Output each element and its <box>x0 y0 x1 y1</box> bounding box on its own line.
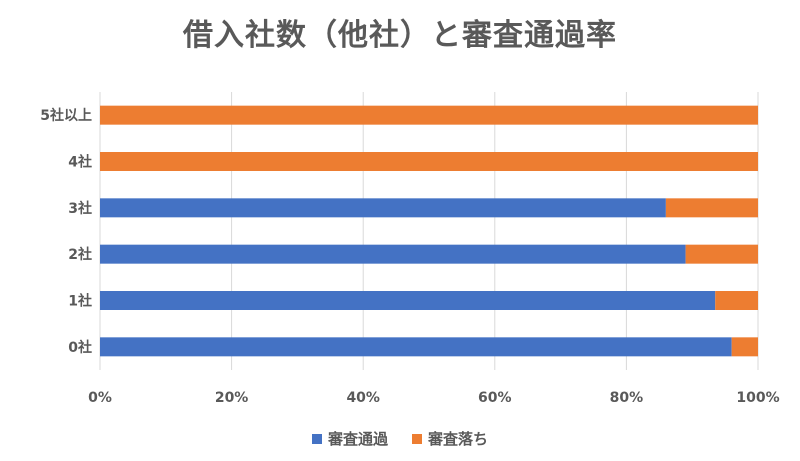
bar-segment-pass <box>100 244 686 264</box>
y-category-label: 4社 <box>68 154 92 171</box>
legend-label-fail: 審査落ち <box>428 430 489 448</box>
bar-segment-pass <box>100 198 666 218</box>
legend-label-pass: 審査通過 <box>327 430 388 448</box>
legend-item-fail: 審査落ち <box>412 428 488 449</box>
legend-swatch-pass <box>311 433 322 444</box>
x-tick-label: 40% <box>346 390 380 406</box>
legend-swatch-fail <box>412 433 422 444</box>
chart-legend: 審査通過 審査落ち <box>0 428 800 449</box>
x-tick-label: 20% <box>215 390 249 406</box>
x-tick-label: 0% <box>88 390 112 406</box>
y-category-label: 1社 <box>68 293 92 310</box>
x-tick-label: 80% <box>610 390 644 406</box>
bar-segment-fail <box>100 105 758 125</box>
bar-segment-pass <box>100 337 732 357</box>
x-tick-label: 60% <box>478 390 512 406</box>
legend-item-pass: 審査通過 <box>311 428 388 449</box>
y-category-label: 0社 <box>68 339 92 356</box>
bar-segment-pass <box>100 291 716 310</box>
bar-segment-fail <box>685 244 758 264</box>
x-tick-label: 100% <box>736 390 779 406</box>
y-category-label: 5社以上 <box>40 107 92 124</box>
bar-segment-fail <box>715 291 758 310</box>
y-category-label: 2社 <box>68 246 92 263</box>
bar-segment-fail <box>100 152 758 171</box>
bar-segment-fail <box>731 337 758 357</box>
chart-title: 借入社数（他社）と審査通過率 <box>183 18 617 53</box>
bar-segment-fail <box>665 198 758 218</box>
y-category-label: 3社 <box>68 200 92 217</box>
